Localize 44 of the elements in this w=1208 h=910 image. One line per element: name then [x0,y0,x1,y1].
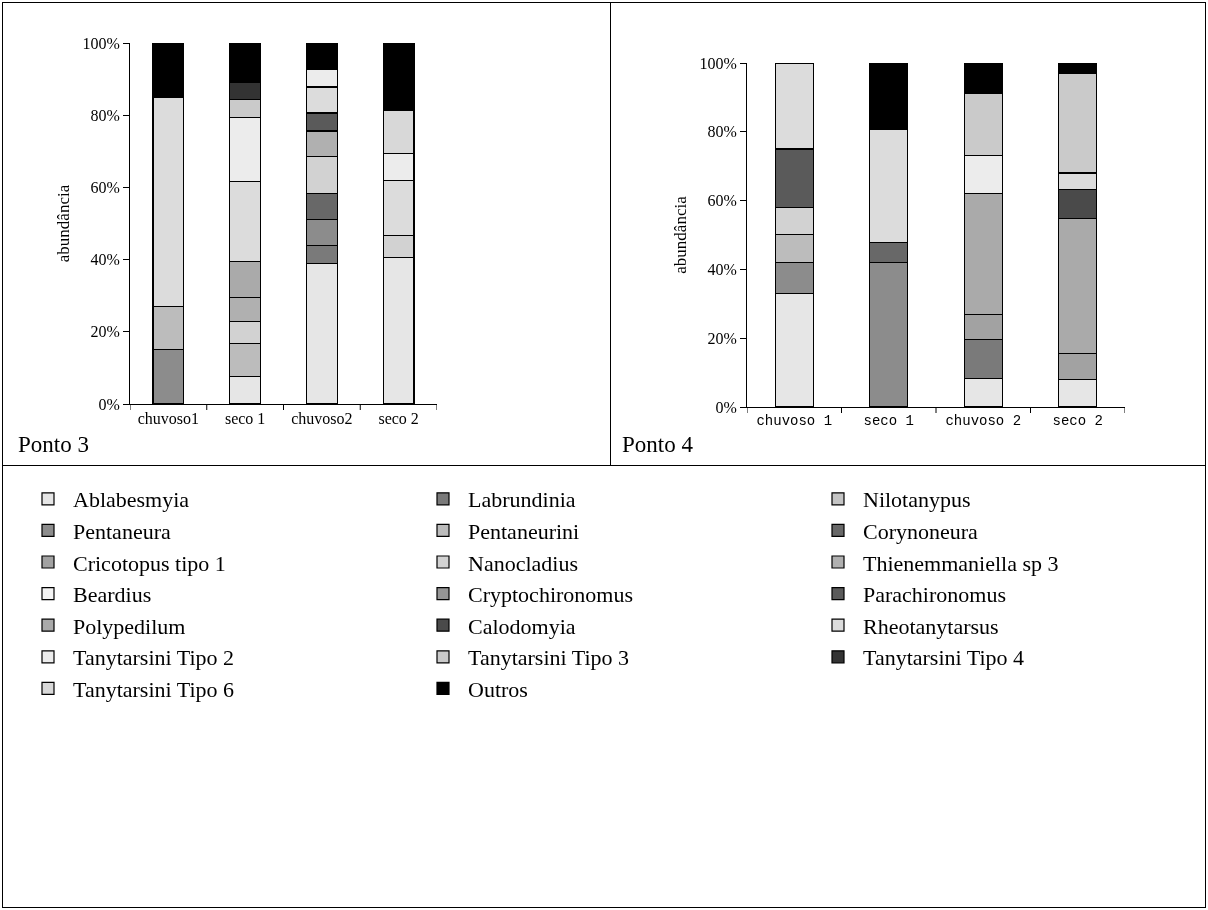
legend-label: Tanytarsini Tipo 2 [73,645,235,671]
text: Ponto 4 [622,432,694,457]
x-tick-label: chuvoso2 [291,410,353,428]
y-tick-label: 60% [707,192,737,210]
y-tick-label: 40% [707,261,737,278]
x-tick-label: seco 2 [1052,412,1103,429]
legend-label: Polypedilum [73,613,186,639]
legend-label: Cricotopus tipo 1 [73,550,226,576]
y-tick-label: 100% [699,54,737,72]
legend-label: Nilotanypus [863,487,971,513]
x-tick-label: seco 1 [863,412,914,429]
y-tick-label: 0% [98,395,120,413]
y-axis-title: abundância [54,184,74,263]
y-tick-label: 20% [707,329,737,347]
legend-label: Rheotanytarsus [863,613,999,639]
legend-label: Nanocladius [468,550,578,576]
legend-label: Corynoneura [863,518,979,544]
legend-label: Outros [468,676,528,702]
legend-label: Parachironomus [863,582,1006,608]
legend-label: Tanytarsini Tipo 3 [468,645,630,671]
legend-label: Tanytarsini Tipo 6 [73,676,235,702]
x-tick-label: chuvoso 1 [756,412,833,429]
x-tick-label: chuvoso 2 [945,412,1022,429]
legend-label: Pentaneurini [468,518,580,544]
y-tick-label: 80% [707,123,737,141]
y-axis-title: abundância [671,195,691,274]
text: Ponto 3 [18,432,89,457]
legend-label: Calodomyia [468,613,576,639]
legend-label: Thienemmaniella sp 3 [863,550,1059,576]
y-tick-label: 40% [90,251,120,269]
legend-label: Cryptochironomus [468,582,633,608]
y-tick-label: 60% [90,179,120,196]
legend-label: Labrundinia [468,487,576,513]
y-tick-label: 100% [82,34,120,52]
y-tick-label: 80% [90,106,120,124]
y-tick-label: 20% [90,323,120,341]
x-tick-label: seco 1 [224,410,266,428]
y-tick-label: 0% [715,398,737,416]
legend-label: Pentaneura [73,518,171,544]
x-tick-label: seco 2 [378,410,419,428]
x-tick-label: chuvoso1 [137,410,200,428]
legend-label: Tanytarsini Tipo 4 [863,645,1025,671]
legend-label: Beardius [73,582,152,608]
legend-label: Ablabesmyia [73,487,190,513]
